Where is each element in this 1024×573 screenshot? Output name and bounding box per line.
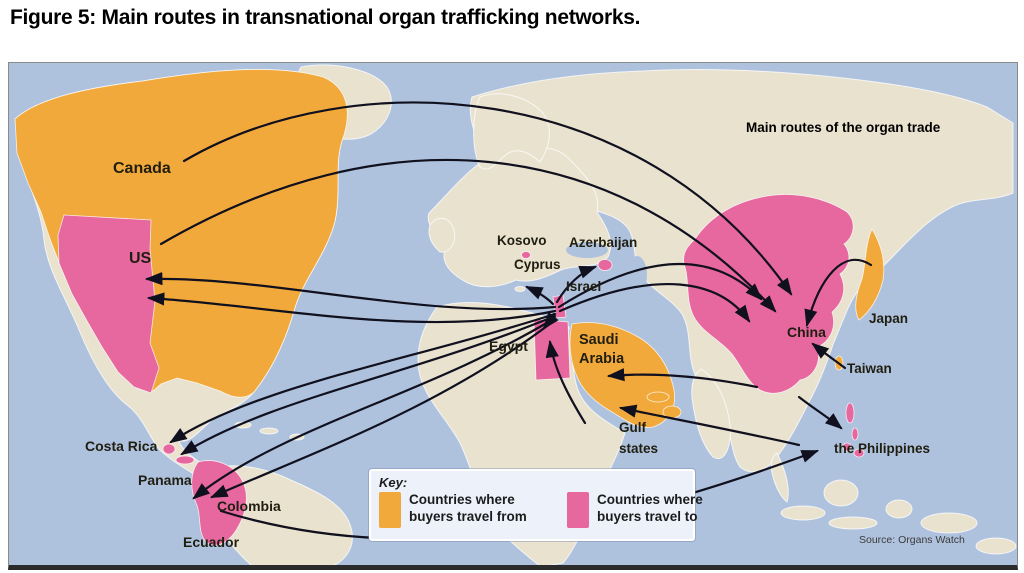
country-azerbaijan: [597, 259, 613, 271]
route-china-to-philippines: [797, 395, 843, 430]
map-label-azerbaijan: Azerbaijan: [569, 235, 637, 250]
legend-item-buyers-to: Countries where buyers travel to: [567, 492, 727, 528]
route-taiwan-to-china: [811, 342, 847, 370]
trafficking-routes: [144, 101, 873, 541]
map-label-colombia: Colombia: [217, 498, 281, 514]
country-japan: [855, 228, 885, 321]
route-israel-hub-to-colombia: [192, 316, 557, 500]
map-label-israel: Israel: [566, 279, 601, 294]
route-israel-hub-to-costa-rica: [169, 312, 557, 444]
country-us-west: [57, 214, 160, 394]
figure-title: Figure 5: Main routes in transnational o…: [10, 6, 641, 29]
map-label-saudi-arabia: Saudi Arabia: [579, 332, 625, 367]
map-label-cyprus: Cyprus: [514, 257, 561, 272]
country-gulf-states: [646, 391, 682, 419]
route-israel-hub-to-egypt: [542, 311, 559, 330]
route-israel-hub-to-china-2: [558, 283, 751, 323]
map-label-us: US: [129, 250, 152, 267]
map-label-map-title: Main routes of the organ trade: [746, 120, 941, 135]
map-labels: Main routes of the organ trade Canada US Co…: [85, 120, 965, 550]
map-label-egypt: Egypt: [489, 338, 528, 354]
map-legend: Key: Countries where buyers travel from …: [369, 469, 703, 541]
route-israel-hub-to-cyprus: [524, 285, 555, 306]
legend-item-buyers-from: Countries where buyers travel from: [379, 492, 539, 528]
legend-label-buyers-from: Countries where buyers travel from: [409, 492, 527, 524]
map-label-kosovo: Kosovo: [497, 233, 547, 248]
route-israel-hub-to-ecuador: [209, 318, 557, 499]
map-label-source: Source: Organs Watch: [859, 534, 965, 546]
country-kosovo: [521, 251, 531, 259]
route-canada-to-china: [182, 101, 793, 296]
islands-caribbean: [234, 421, 305, 441]
route-us-to-china: [159, 158, 777, 313]
country-panama: [175, 455, 195, 465]
country-costa-rica: [162, 443, 176, 455]
route-east-to-saudi-arabia: [606, 368, 759, 389]
landmass-india: [691, 368, 731, 460]
country-philippines: [842, 402, 865, 458]
landmass-scandinavia: [473, 93, 550, 170]
route-israel-hub-to-us-1: [144, 272, 557, 311]
route-israel-hub-to-panama: [180, 314, 557, 456]
map-label-ecuador: Ecuador: [183, 534, 240, 550]
world-map: Main routes of the organ trade Canada US Co…: [9, 63, 1017, 565]
route-israel-hub-to-us-2: [146, 292, 557, 324]
legend-label-buyers-to: Countries where buyers travel to: [597, 492, 703, 524]
route-japan-to-china: [804, 258, 873, 328]
caspian-sea: [627, 256, 647, 294]
black-sea: [566, 242, 608, 258]
country-colombia-ecuador: [191, 460, 247, 546]
route-israel-hub-to-azerbaijan: [555, 265, 598, 304]
legend-swatch-buyers-from-icon: [379, 492, 401, 528]
landmass-british-isles: [428, 217, 456, 253]
map-figure: Main routes of the organ trade Canada US Co…: [8, 62, 1018, 570]
map-label-panama: Panama: [138, 472, 192, 488]
map-label-canada: Canada: [113, 160, 171, 177]
route-south-to-egypt: [545, 339, 587, 425]
map-label-gulf-states: Gulf states: [619, 420, 658, 456]
route-israel-hub-to-china-1: [557, 262, 763, 309]
legend-swatch-buyers-to-icon: [567, 492, 589, 528]
map-label-china: China: [787, 324, 826, 340]
route-east-to-gulf-states: [618, 404, 801, 447]
island-cyprus: [514, 286, 526, 292]
map-label-costa-rica: Costa Rica: [85, 438, 158, 454]
legend-key-label: Key:: [379, 475, 408, 490]
islands-indonesia: [780, 479, 1017, 555]
map-label-taiwan: Taiwan: [847, 361, 892, 376]
map-label-japan: Japan: [869, 311, 908, 326]
map-label-philippines: the Philippines: [834, 441, 930, 456]
